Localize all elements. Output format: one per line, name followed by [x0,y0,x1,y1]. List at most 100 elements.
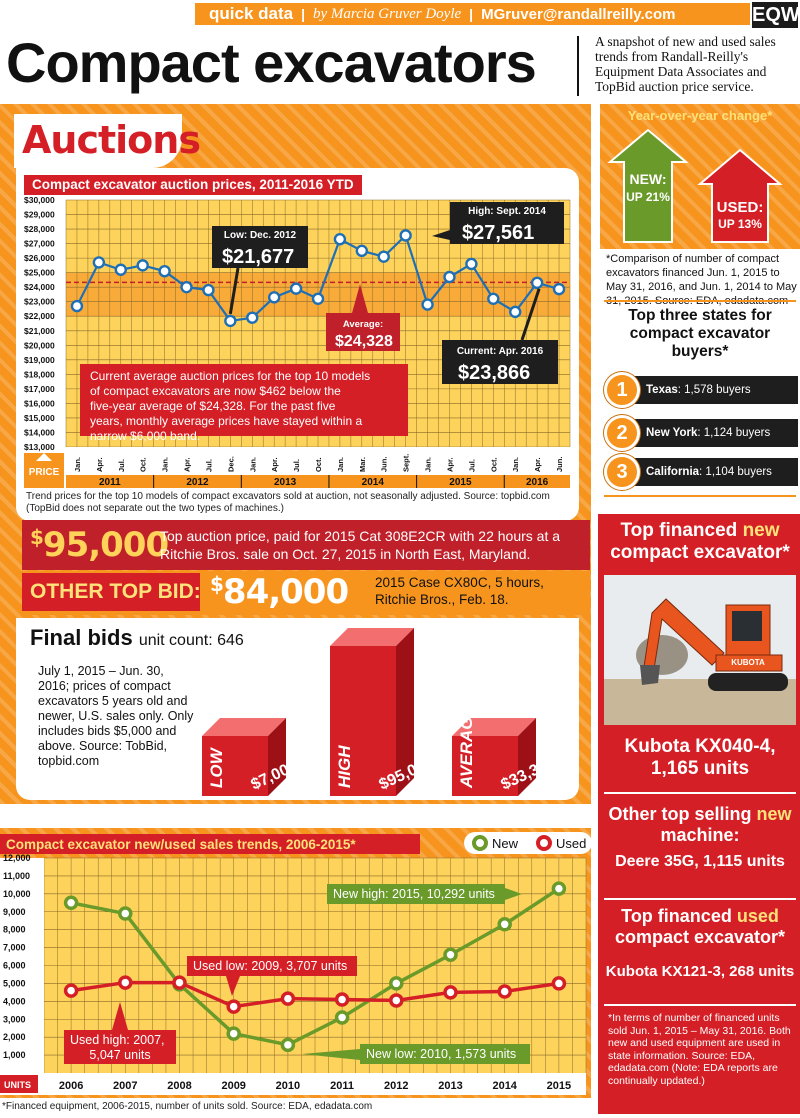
used-low-label-text: Used low: 2009, 3,707 units [193,959,347,973]
price-point [487,292,500,306]
states-title: Top three states for compact excavator b… [628,307,772,360]
price-point [246,311,259,324]
new-arrow-icon [607,128,689,243]
used-point [280,991,296,1006]
auction-chart-title: Compact excavator auction prices, 2011-2… [24,175,362,195]
x-tick-label: Apr. [270,457,279,472]
new-low-label-box [360,1044,530,1064]
states-divider [604,300,796,302]
used-high-label-box [64,1030,176,1064]
x-tick-label: Jan. [424,457,433,472]
used-point [389,993,404,1008]
new-point [497,917,512,932]
x-tick-label: Apr. [533,457,542,472]
y-tick-label: $24,000 [24,282,55,292]
other-top-new-model: Deere 35G, 1,115 units [615,853,785,870]
photo-brand-text: KUBOTA [731,658,765,667]
y-tick-label: $29,000 [24,210,55,220]
new-low-label-text: New low: 2010, 1,573 units [366,1047,516,1061]
x-tick-label: Jun. [380,457,389,472]
auction-callout-line: Current average auction prices for the t… [90,369,370,383]
other-title-a: Other top selling [608,804,757,824]
section-label: quick data [209,4,294,23]
x-axis-label: UNITS [4,1080,31,1090]
auction-note-text: Trend prices for the top 10 models of co… [26,491,550,514]
x-tick-label: Apr. [183,457,192,472]
bar-category-label: HIGH [335,745,354,788]
other-bid-amount: $84,000 [210,572,349,612]
x-tick-label: 2006 [59,1080,83,1092]
bar-category-label: AVERAGE [457,705,476,789]
other-bid-value: 84,000 [222,572,349,612]
tf-used-title-b: used [736,906,779,926]
price-point [443,270,456,284]
high-callout-value: $27,561 [462,222,534,244]
x-tick-label: Jul. [117,459,126,472]
x-tick-label: 2009 [221,1080,245,1092]
legend-used-label: Used [556,836,586,851]
price-point [465,257,478,271]
used-high-label-text: Used high: 2007, [70,1033,165,1047]
x-tick-label: Jun. [555,457,564,472]
y-tick-label: 3,000 [3,1014,26,1024]
price-point [158,264,171,278]
used-point [551,976,567,991]
state-rank-badge: 1 [604,372,640,408]
excavator-window [732,611,762,641]
x-tick-label: Jul. [204,459,213,472]
state-bar: Texas: 1,578 buyers [622,376,798,404]
auction-text-callout [80,364,408,436]
y-tick-label: $23,000 [24,297,55,307]
author-email-link[interactable]: MGruver@randallreilly.com [481,5,676,23]
price-point [289,282,303,295]
top-financed-new-model: Kubota KX040-4, 1,165 units [624,736,776,779]
legend-used-marker [536,835,552,851]
bar-side [268,718,286,796]
used-series-line [70,980,560,1009]
y-tick-label: $22,000 [24,311,55,321]
high-callout-label: High: Sept. 2014 [468,206,546,217]
x-tick-label: Jan. [336,457,345,472]
yoy-used-value: UP 13% [718,217,762,231]
kubota-excavator-photo: KUBOTA [604,575,796,725]
y-tick-label: $19,000 [24,355,55,365]
used-arrow-icon [697,148,783,243]
state-count: : 1,578 buyers [677,384,751,396]
price-point [509,305,522,319]
tf-used-title-a: Top financed [621,906,737,926]
y-tick-label: $18,000 [24,369,55,379]
header-strip: quick data | by Marcia Gruver Doyle | MG… [195,3,750,25]
state-name: New York [646,427,698,439]
bar-top [202,718,286,736]
avg-callout-value: $24,328 [335,333,393,350]
x-tick-label: 2013 [438,1080,462,1092]
right-divider [604,1004,796,1006]
price-point [552,282,566,296]
avg-callout-label: Average: [343,319,383,330]
auction-callout-line: of compact excavators are now $462 below… [90,384,341,398]
y-tick-label: 9,000 [3,907,26,917]
state-bar: New York: 1,124 buyers [622,419,798,447]
state-name: Texas [646,384,678,396]
used-low-label-box [187,956,357,976]
final-bids-chart: LOW $7,000 HIGH $95,000 AVERAGE $33,393 [202,628,558,796]
bar-side [518,718,536,796]
y-tick-label: 2,000 [3,1032,26,1042]
yoy-title: Year-over-year change* [627,108,773,123]
x-tick-label: Sept. [402,454,411,472]
legend-new-marker [472,835,488,851]
x-tick-label: Jan. [248,457,257,472]
state-name: California [646,466,700,478]
used-low-pointer [226,976,240,996]
top-financed-used-model: Kubota KX121-3, 268 units [605,963,795,980]
y-tick-label: 4,000 [3,996,26,1006]
yoy-used-label: USED: [717,199,764,216]
x-tick-label: 2015 [547,1080,571,1092]
x-tick-label: Mar. [358,457,367,472]
divider: | [301,6,306,22]
other-title-c: machine: [660,825,740,845]
price-point [355,244,369,258]
used-point [118,975,133,990]
new-series-line [70,887,560,1047]
auction-callout-line: five-year average of $24,328. For the pa… [90,399,336,413]
